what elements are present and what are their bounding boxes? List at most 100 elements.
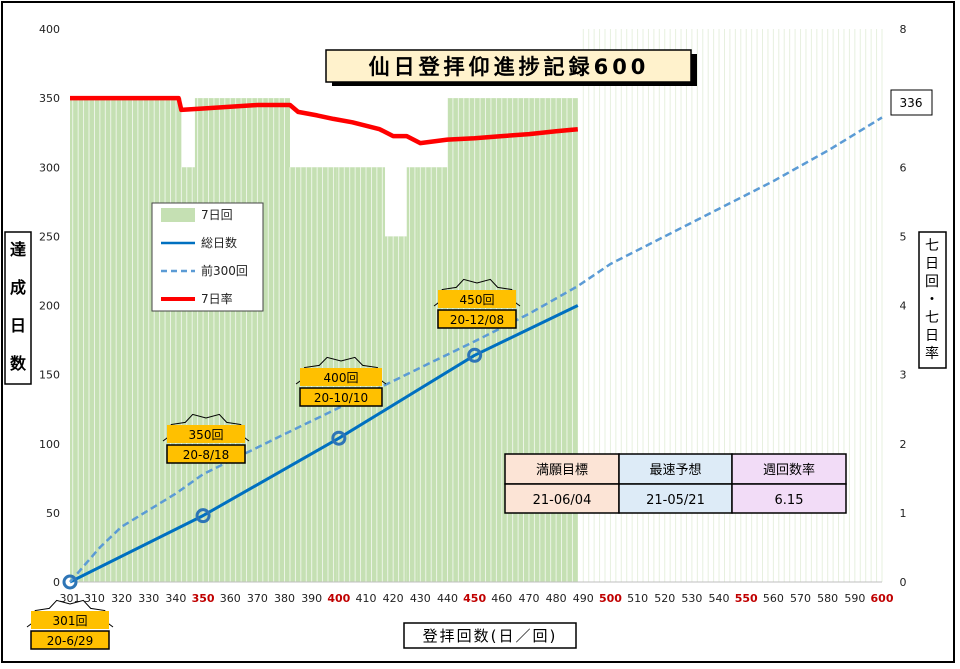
y-left-label-char: 達 <box>10 240 26 259</box>
x-tick-label: 540 <box>709 592 730 605</box>
milestone-badge-top <box>438 290 516 308</box>
y-right-label-char: 七 <box>925 238 939 254</box>
y-right-tick-label: 3 <box>900 369 907 382</box>
x-tick-label: 530 <box>681 592 702 605</box>
x-tick-label: 370 <box>247 592 268 605</box>
legend-label: 7日率 <box>201 291 233 306</box>
x-tick-label: 330 <box>138 592 159 605</box>
milestone-badge-burst <box>26 599 114 628</box>
milestone-badge-top <box>31 611 109 629</box>
milestone-marker <box>195 508 211 524</box>
end-value-label: 336 <box>900 96 923 110</box>
milestone-date-box <box>437 309 517 329</box>
y-right-tick-label: 2 <box>900 438 907 451</box>
milestone-date-label: 20-10/10 <box>314 391 368 405</box>
x-tick-label: 450 <box>463 592 486 605</box>
y-right-tick-label: 8 <box>900 23 907 36</box>
x-tick-label: 570 <box>790 592 811 605</box>
legend-label: 7日回 <box>201 208 233 222</box>
milestone-date-box <box>166 444 246 464</box>
milestone-badge-burst <box>433 278 521 307</box>
milestone-date-box <box>299 387 383 407</box>
y-right-label-char: 日 <box>925 256 939 272</box>
milestone-marker <box>467 347 483 363</box>
y-left-tick-label: 200 <box>39 300 60 313</box>
bar-7day <box>194 98 290 582</box>
x-tick-label: 440 <box>437 592 458 605</box>
legend-label: 総日数 <box>201 235 237 250</box>
x-tick-label: 360 <box>220 592 241 605</box>
table-header-cell <box>504 453 620 485</box>
y-left-tick-label: 350 <box>39 92 60 105</box>
x-tick-label: 390 <box>301 592 322 605</box>
y-left-tick-label: 100 <box>39 438 60 451</box>
x-tick-label: 600 <box>871 592 894 605</box>
x-tick-label: 430 <box>410 592 431 605</box>
y-left-label-char: 数 <box>10 354 27 373</box>
bar-7day <box>406 167 418 582</box>
x-tick-label: 320 <box>111 592 132 605</box>
y-right-tick-label: 5 <box>900 230 907 243</box>
x-tick-label: 460 <box>491 592 512 605</box>
table-header-cell <box>731 453 847 485</box>
y-right-label-box <box>918 231 947 369</box>
table-header-text: 最速予想 <box>649 462 701 478</box>
x-tick-label: 490 <box>573 592 594 605</box>
y-left-label-box <box>4 231 32 385</box>
milestone-badge-top <box>300 368 382 386</box>
progress-chart: 0501001502002503003504000123456783013103… <box>4 23 947 650</box>
milestone-marker <box>331 430 347 446</box>
x-tick-label: 380 <box>274 592 295 605</box>
legend-swatch <box>161 208 195 222</box>
y-left-tick-label: 300 <box>39 161 60 174</box>
x-tick-label: 301 <box>60 592 81 605</box>
chart-title: 仙日登拝仰進捗記録600 <box>369 55 650 79</box>
y-right-label-char: 七 <box>925 310 939 326</box>
series-line-7日率 <box>70 95 579 146</box>
table-header-text: 週回数率 <box>763 462 815 478</box>
y-left-tick-label: 400 <box>39 23 60 36</box>
milestone-badge-burst <box>295 356 387 385</box>
y-right-tick-label: 1 <box>900 507 907 520</box>
x-tick-label: 340 <box>165 592 186 605</box>
table-value-text: 6.15 <box>775 493 804 508</box>
end-value-box <box>890 89 933 116</box>
x-tick-label: 590 <box>844 592 865 605</box>
x-axis-label: 登拝回数(日／回) <box>423 627 558 645</box>
x-tick-label: 560 <box>763 592 784 605</box>
bar-7day <box>385 236 407 582</box>
table-value-text: 21-06/04 <box>533 493 592 508</box>
milestone-count-label: 350回 <box>189 428 224 442</box>
milestone-date-label: 20-8/18 <box>183 448 230 462</box>
x-tick-label: 520 <box>654 592 675 605</box>
y-right-label-char: ・ <box>925 292 939 308</box>
legend-label: 前300回 <box>201 263 248 278</box>
milestone-count-label: 400回 <box>324 371 359 385</box>
y-left-label-char: 日 <box>10 316 26 335</box>
y-left-tick-label: 250 <box>39 230 60 243</box>
milestone-count-label: 301回 <box>53 614 88 628</box>
x-tick-label: 410 <box>356 592 377 605</box>
y-right-tick-label: 4 <box>900 300 907 313</box>
x-tick-label: 480 <box>546 592 567 605</box>
x-tick-label: 420 <box>383 592 404 605</box>
table-header-text: 満願目標 <box>536 463 588 478</box>
milestone-date-label: 20-6/29 <box>47 634 94 648</box>
x-tick-label: 500 <box>599 592 622 605</box>
y-right-tick-label: 6 <box>900 161 907 174</box>
x-tick-label: 580 <box>817 592 838 605</box>
milestone-count-label: 450回 <box>460 293 495 307</box>
series-line-総日数 <box>69 304 579 584</box>
x-tick-label: 350 <box>192 592 215 605</box>
title-box <box>325 49 692 83</box>
y-right-tick-label: 0 <box>900 576 907 589</box>
x-tick-label: 470 <box>518 592 539 605</box>
table-value-cell <box>618 483 733 514</box>
milestone-marker <box>62 574 78 590</box>
y-right-label-char: 率 <box>925 345 939 362</box>
x-tick-label: 310 <box>84 592 105 605</box>
table-value-text: 21-05/21 <box>646 493 705 508</box>
x-tick-label: 550 <box>735 592 758 605</box>
y-left-label-char: 成 <box>10 278 26 297</box>
